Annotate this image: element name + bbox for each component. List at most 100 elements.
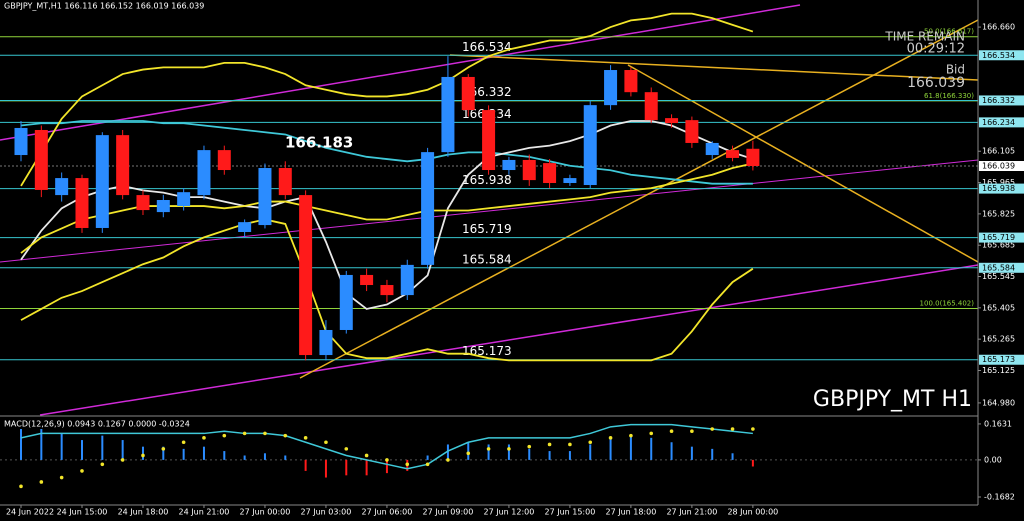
y-tick-label: 166.105 <box>982 147 1015 156</box>
candle-body <box>278 168 292 196</box>
trend-line <box>0 4 801 141</box>
x-tick-label: 27 Jun 18:00 <box>605 508 656 517</box>
macd-signal-dot <box>466 451 471 456</box>
candle-body <box>705 142 719 156</box>
macd-signal-dot <box>486 447 491 451</box>
trend-line <box>449 54 979 81</box>
macd-signal-dot <box>364 453 369 458</box>
x-tick-label: 27 Jun 09:00 <box>423 508 474 517</box>
x-tick-label: 28 Jun 00:00 <box>727 508 778 517</box>
candle-body <box>563 178 577 184</box>
watermark: GBPJPY_MT H1 <box>813 387 972 412</box>
level-box-label: 165.584 <box>982 263 1015 272</box>
macd-signal-dot <box>202 436 206 440</box>
candle-body <box>14 127 28 156</box>
plot: 166.660 166.105 165.965 165.825 165.685 165.5… <box>0 12 1024 517</box>
x-tick-label: 27 Jun 21:00 <box>666 508 717 517</box>
candle-body <box>217 150 231 171</box>
candle-body <box>644 92 658 121</box>
macd-signal-dot <box>80 469 84 473</box>
indicator-line <box>20 120 754 310</box>
fib-label: 61.8(166.330) <box>924 92 974 100</box>
macd-signal-dot <box>303 436 308 440</box>
candle-body <box>726 150 740 158</box>
fib-label: 100.0(165.402) <box>920 300 975 308</box>
macd-signal-dot <box>181 440 186 445</box>
macd-signal-dot <box>710 427 715 431</box>
macd-signal-dot <box>751 427 755 431</box>
macd-signal-dot <box>649 431 654 436</box>
y-tick-label: 165.545 <box>982 272 1015 281</box>
candle-body <box>339 274 353 330</box>
macd-signal-dot <box>263 431 267 436</box>
macd-signal-dot <box>568 442 572 447</box>
fib-label: 50.0(166.617) <box>924 28 974 36</box>
candle-body <box>482 110 496 171</box>
macd-signal-dot <box>222 433 227 438</box>
candle-body <box>461 76 475 111</box>
header: GBPJPY_MT,H1 166.116 166.152 166.019 166… <box>4 2 204 11</box>
level-label: 165.173 <box>462 344 512 358</box>
level-label: 165.938 <box>462 173 512 187</box>
macd-signal-dot <box>283 433 288 438</box>
candle-body <box>421 152 435 265</box>
macd-signal-dot <box>385 458 389 462</box>
candle-body <box>75 178 89 228</box>
macd-signal-dot <box>19 484 23 489</box>
x-tick-label: 24 Jun 2022 <box>6 508 54 517</box>
candle-body <box>116 135 130 196</box>
y-tick-label: 166.660 <box>982 23 1015 32</box>
level-label: 165.719 <box>462 222 512 236</box>
candle-body <box>34 129 48 190</box>
macd-signal-dot <box>588 440 593 445</box>
trend-line <box>299 19 979 379</box>
bid-value: 166.039 <box>907 75 965 91</box>
candle-body <box>197 150 211 196</box>
y-tick-label: 165.825 <box>982 209 1015 218</box>
level-box <box>979 262 1024 273</box>
level-box-label: 166.534 <box>982 51 1015 60</box>
indicator-line <box>20 120 753 185</box>
y-tick-label: 165.405 <box>982 303 1015 312</box>
macd-y-tick-label: 0.00 <box>984 455 1002 464</box>
candle-body <box>624 70 638 93</box>
x-tick-label: 27 Jun 12:00 <box>484 508 535 517</box>
candle-body <box>238 222 252 232</box>
level-box <box>979 232 1024 243</box>
macd-signal-dot <box>39 480 44 484</box>
macd-line <box>20 423 753 470</box>
candle-body <box>380 285 394 296</box>
macd-signal-dot <box>344 447 349 451</box>
macd-signal-dot <box>59 475 64 480</box>
macd-signal-dot <box>629 433 633 438</box>
level-box-label: 165.173 <box>982 355 1015 364</box>
candle-body <box>258 168 272 226</box>
macd-signal-dot <box>690 429 694 434</box>
candle-body <box>665 118 679 124</box>
level-box <box>979 354 1024 365</box>
bid-label: Bid <box>946 63 965 77</box>
macd-signal-dot <box>425 462 430 467</box>
candle-body <box>156 200 170 213</box>
candle-body <box>177 192 191 207</box>
x-tick-label: 27 Jun 15:00 <box>544 508 595 517</box>
macd-signal-dot <box>507 447 511 451</box>
candle-body <box>604 70 618 106</box>
level-label: 165.584 <box>462 252 512 266</box>
macd-signal-dot <box>120 458 125 462</box>
candle-body <box>543 163 557 184</box>
x-tick-label: 27 Jun 00:00 <box>240 508 291 517</box>
indicator-line <box>20 218 754 362</box>
candle-body <box>136 195 150 211</box>
x-tick-label: 24 Jun 15:00 <box>57 508 108 517</box>
trend-line <box>39 264 979 416</box>
y-tick-label: 165.125 <box>982 366 1015 375</box>
macd-signal-dot <box>527 444 532 449</box>
time-remain-label: TIME REMAIN <box>884 30 965 44</box>
macd-signal-dot <box>100 462 105 467</box>
indicator-line <box>20 12 754 187</box>
level-box-label: 166.234 <box>982 118 1015 127</box>
macd-signal-dot <box>446 458 450 462</box>
